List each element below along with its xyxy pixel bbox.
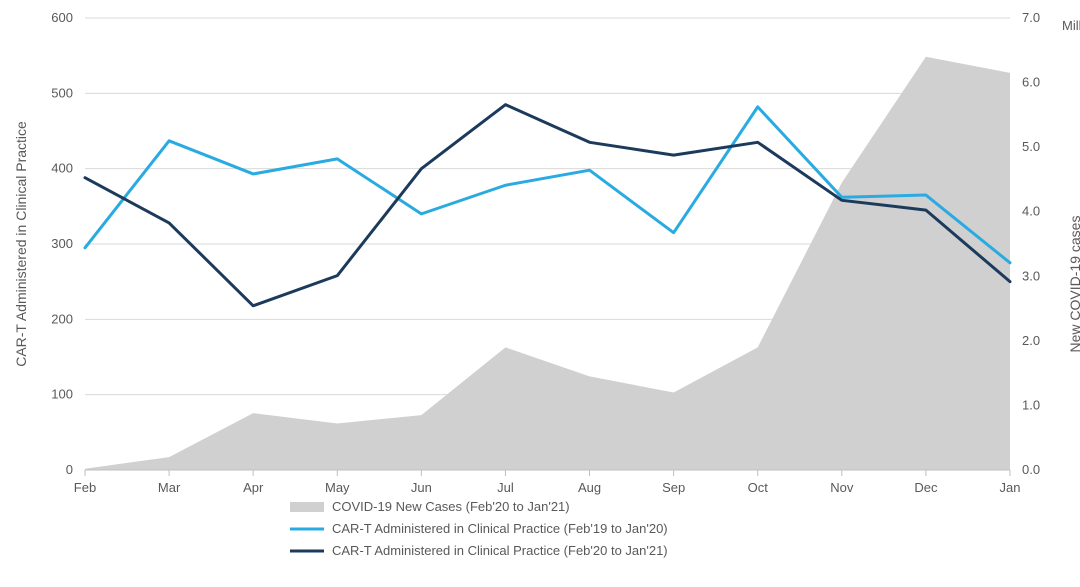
xtick-label: Oct bbox=[748, 480, 769, 495]
ytick-right: 3.0 bbox=[1022, 268, 1040, 283]
y-axis-right-top-label: Millions bbox=[1062, 18, 1080, 33]
y-axis-left-label: CAR-T Administered in Clinical Practice bbox=[13, 121, 29, 367]
ytick-left: 100 bbox=[51, 387, 73, 402]
xtick-label: Jun bbox=[411, 480, 432, 495]
ytick-left: 400 bbox=[51, 161, 73, 176]
ytick-left: 0 bbox=[66, 462, 73, 477]
xtick-label: Dec bbox=[914, 480, 938, 495]
xtick-label: May bbox=[325, 480, 350, 495]
ytick-right: 2.0 bbox=[1022, 333, 1040, 348]
xtick-label: Mar bbox=[158, 480, 181, 495]
ytick-right: 6.0 bbox=[1022, 75, 1040, 90]
ytick-right: 0.0 bbox=[1022, 462, 1040, 477]
ytick-right: 7.0 bbox=[1022, 10, 1040, 25]
xtick-label: Feb bbox=[74, 480, 96, 495]
legend-feb20-label: CAR-T Administered in Clinical Practice … bbox=[332, 543, 668, 558]
ytick-right: 1.0 bbox=[1022, 397, 1040, 412]
chart-svg: 0 100 200 300 400 500 600 CAR-T Administered in… bbox=[0, 0, 1080, 587]
ytick-left: 200 bbox=[51, 311, 73, 326]
xtick-label: Sep bbox=[662, 480, 685, 495]
xtick-label: Aug bbox=[578, 480, 601, 495]
ytick-right: 4.0 bbox=[1022, 204, 1040, 219]
xtick-label: Nov bbox=[830, 480, 854, 495]
ytick-left: 500 bbox=[51, 85, 73, 100]
legend-covid-label: COVID-19 New Cases (Feb'20 to Jan'21) bbox=[332, 499, 570, 514]
xtick-label: Jul bbox=[497, 480, 514, 495]
ytick-right: 5.0 bbox=[1022, 139, 1040, 154]
xtick-label: Jan bbox=[1000, 480, 1021, 495]
legend-covid-swatch bbox=[290, 502, 324, 512]
ytick-left: 300 bbox=[51, 236, 73, 251]
xtick-label: Apr bbox=[243, 480, 264, 495]
chart-container: 0 100 200 300 400 500 600 CAR-T Administered in… bbox=[0, 0, 1080, 587]
y-axis-right-label: New COVID-19 cases bbox=[1067, 216, 1080, 353]
ytick-left: 600 bbox=[51, 10, 73, 25]
legend-feb19-label: CAR-T Administered in Clinical Practice … bbox=[332, 521, 668, 536]
